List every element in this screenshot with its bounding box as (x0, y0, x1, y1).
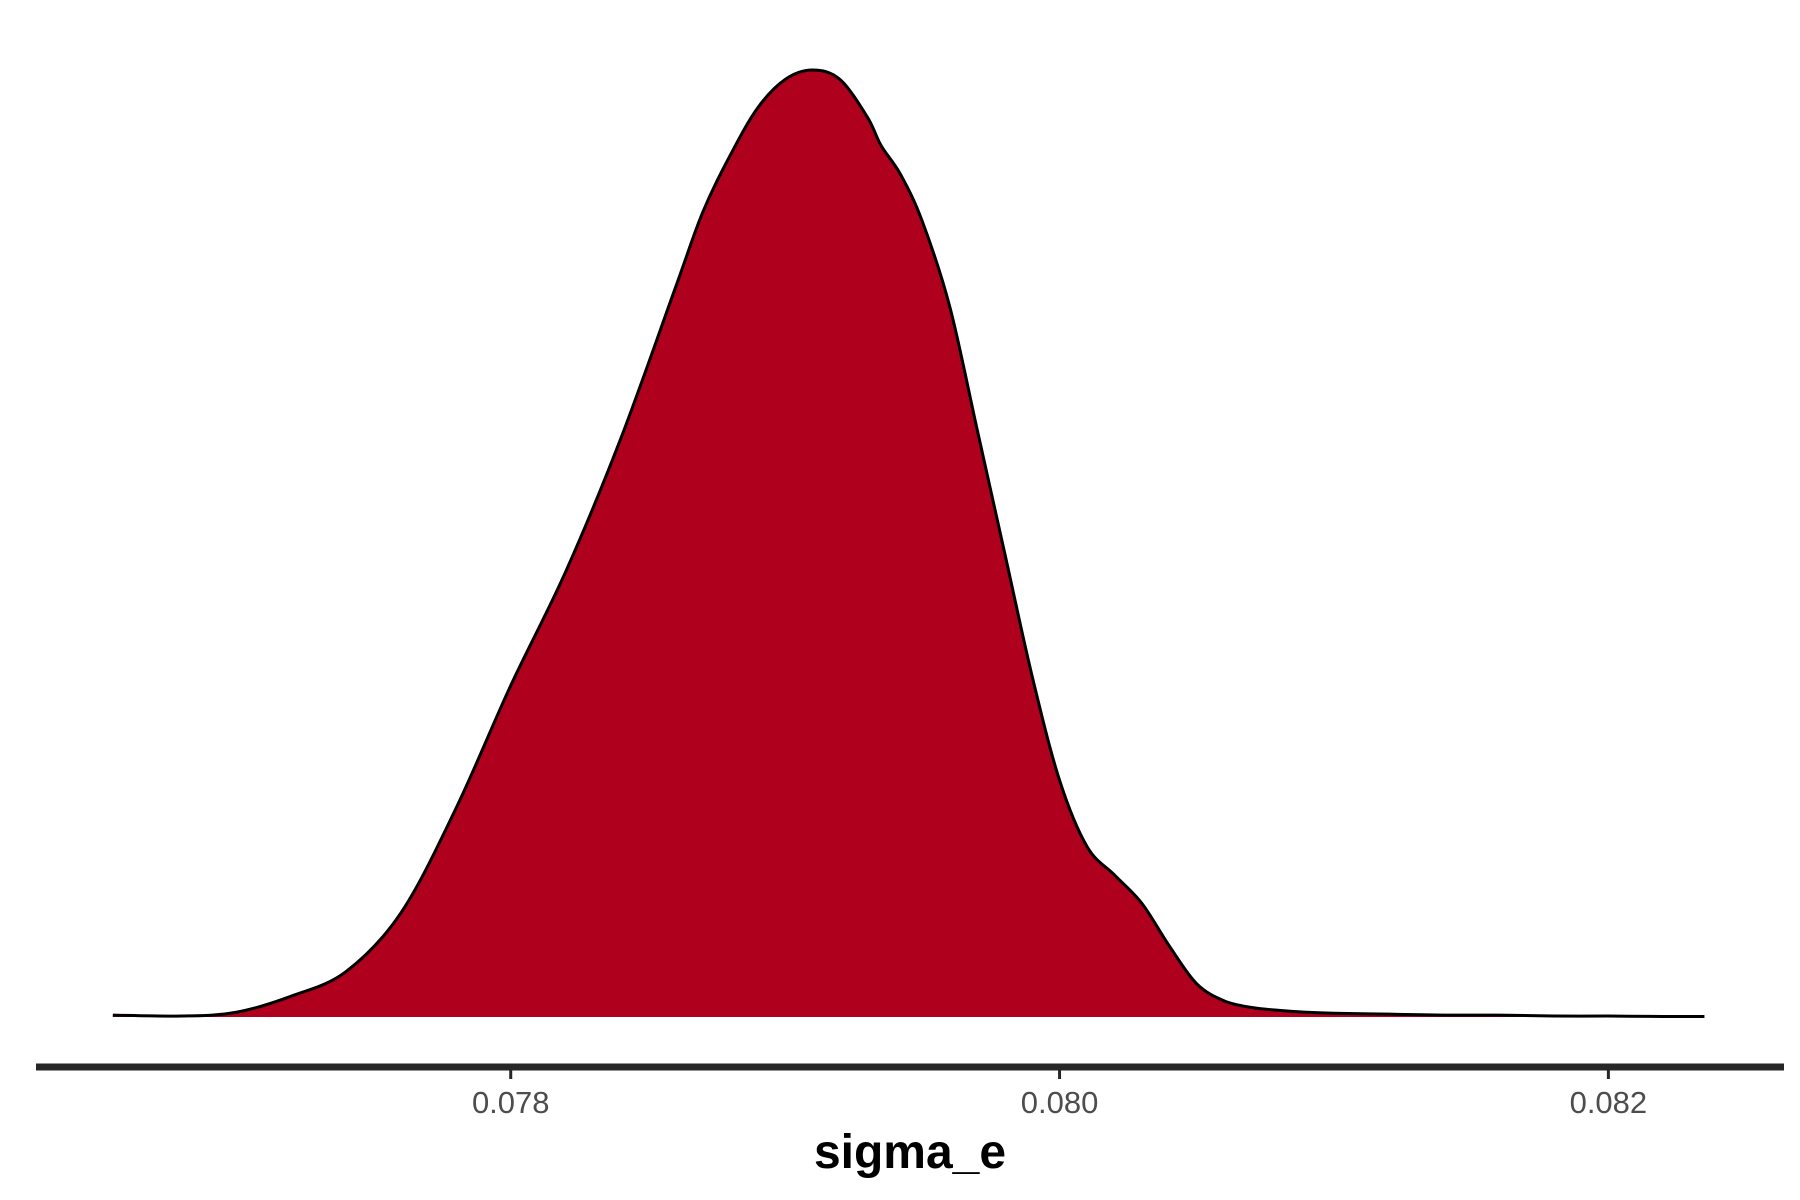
x-axis: 0.078 0.080 0.082 (36, 1063, 1784, 1120)
density-area-0 (112, 70, 1705, 1017)
density-curve-0 (112, 68, 1705, 1019)
x-tick-label: 0.082 (1570, 1085, 1648, 1120)
x-tick-label: 0.080 (1021, 1085, 1099, 1120)
plot-area (112, 68, 1705, 1019)
x-axis-title: sigma_e (814, 1126, 1006, 1179)
x-tick-label: 0.078 (472, 1085, 550, 1120)
